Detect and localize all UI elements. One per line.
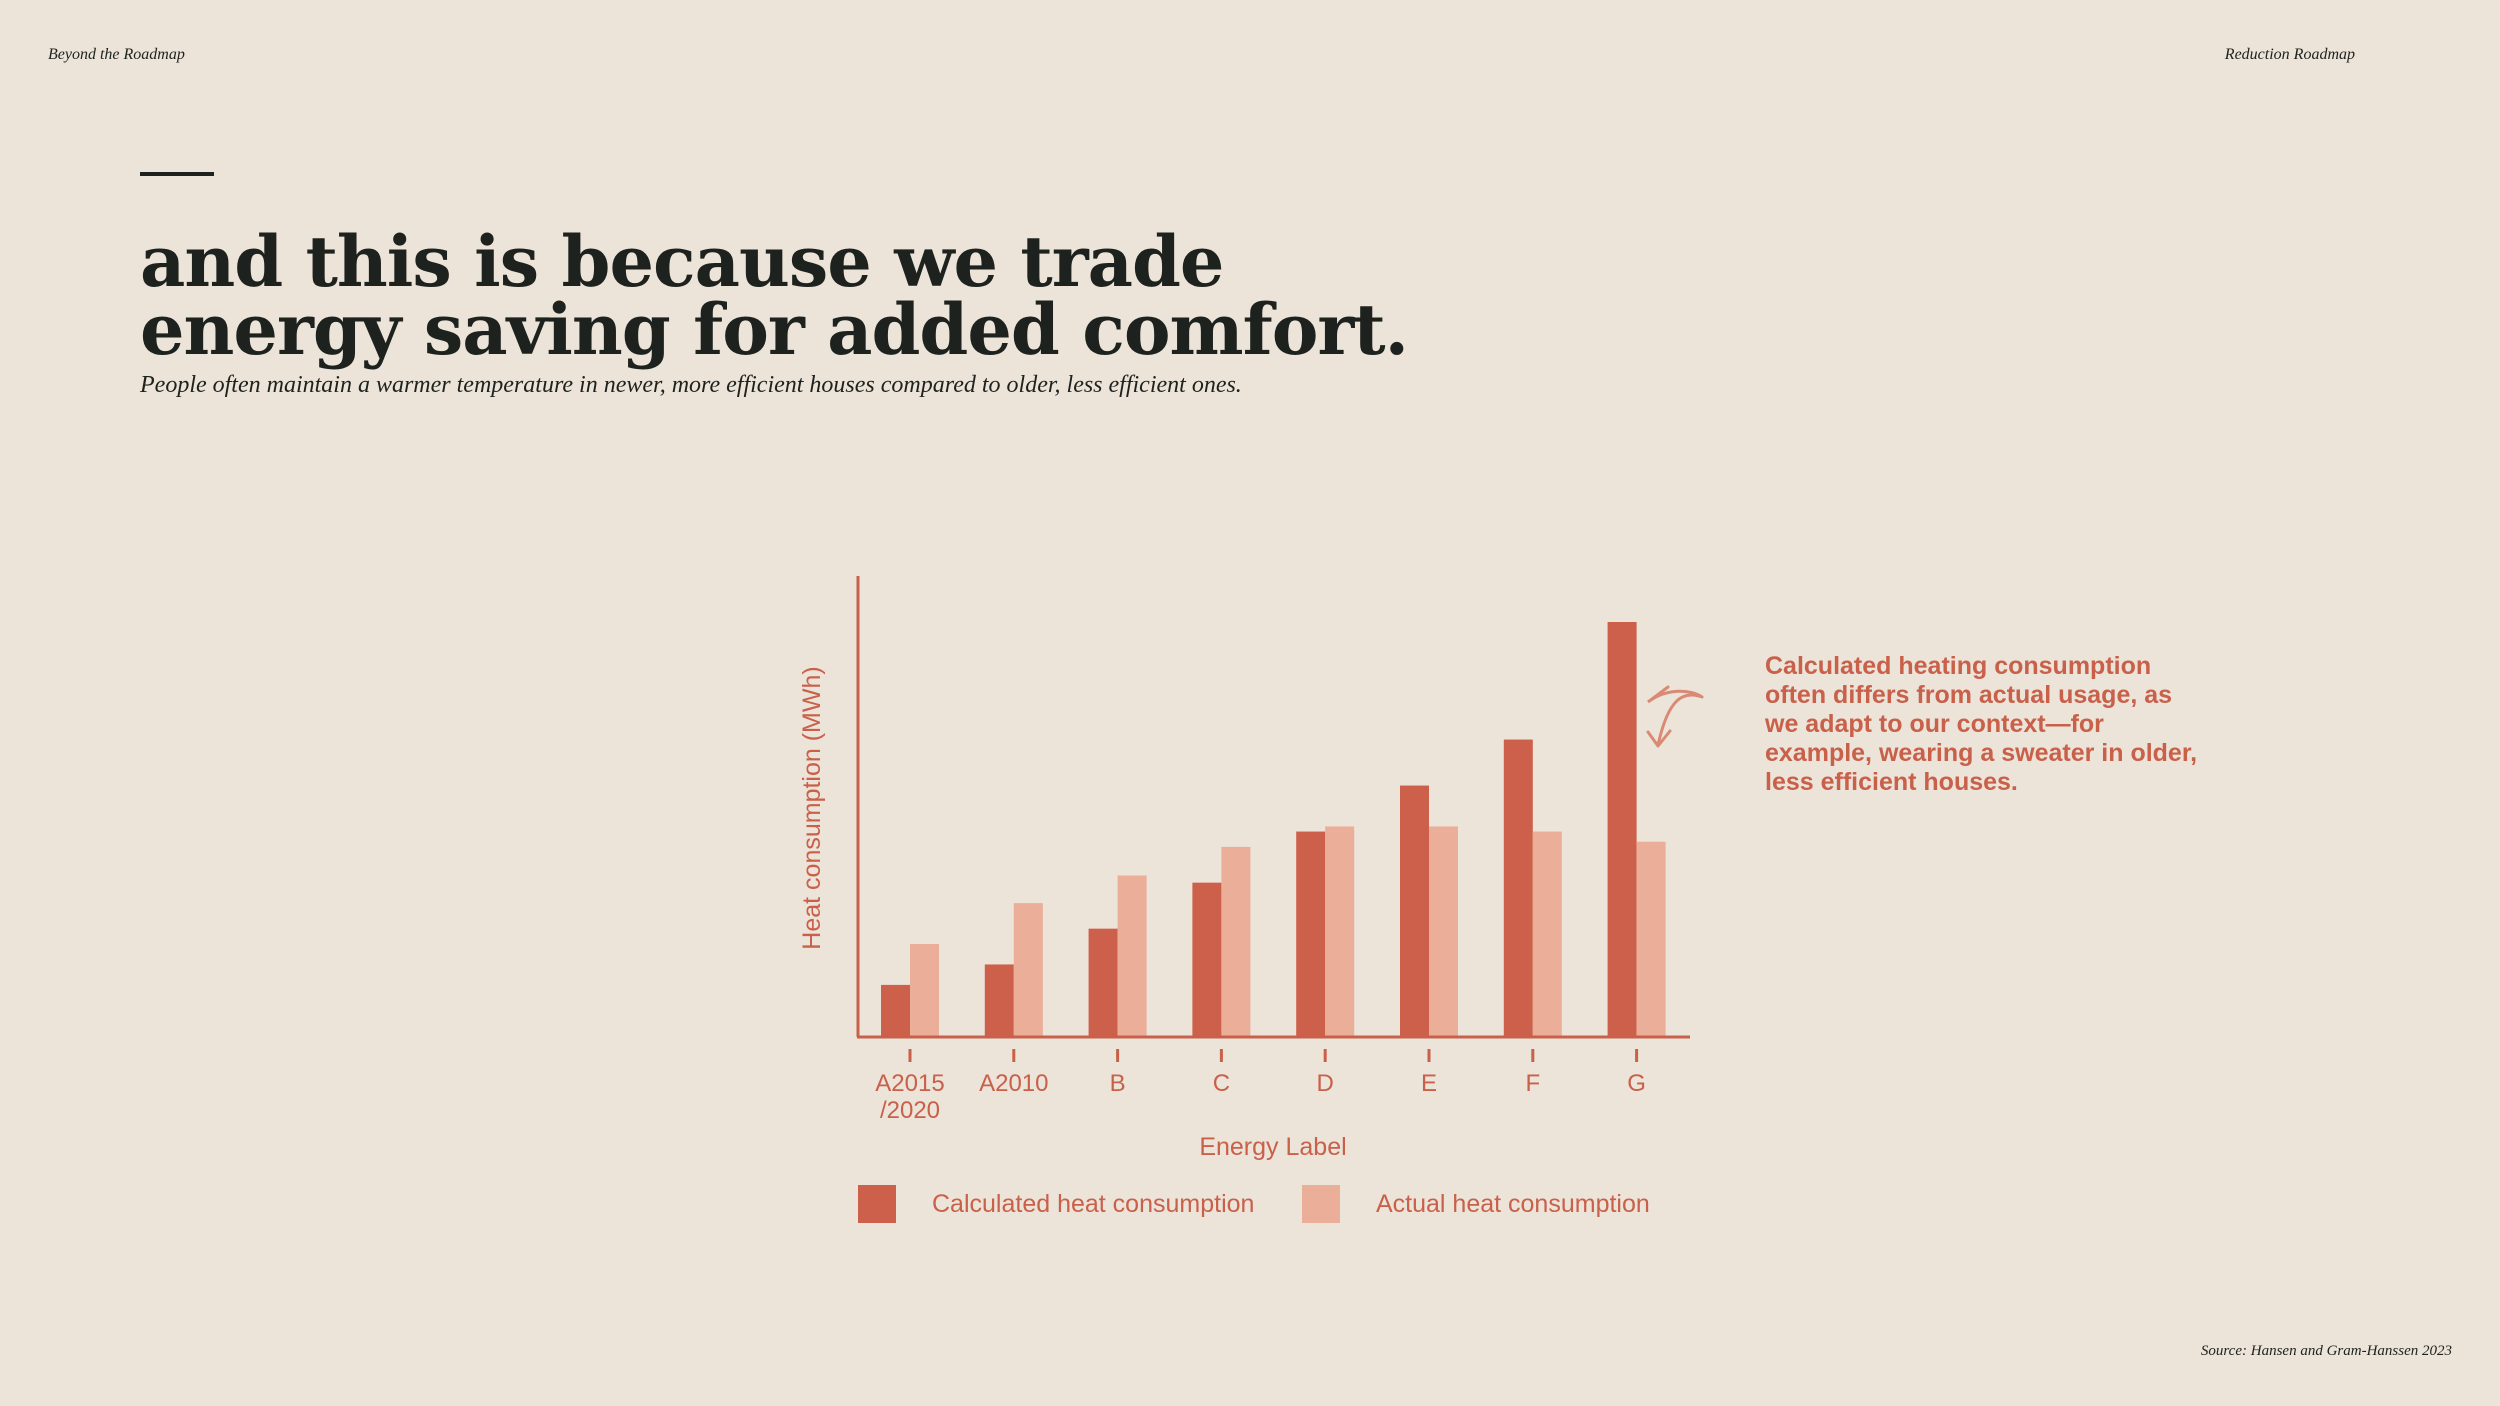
x-tick-label: G	[1627, 1070, 1646, 1097]
annotation-arrowhead	[1646, 729, 1672, 748]
bars-group	[881, 622, 1666, 1036]
x-tick-label: B	[1110, 1070, 1126, 1097]
bar-calculated-A2010	[984, 964, 1014, 1036]
bar-actual-A2010	[1013, 903, 1043, 1036]
x-ticks-group: A2015/2020 A2010 B C D E F G	[875, 1049, 1646, 1124]
header-left: Beyond the Roadmap	[48, 46, 185, 63]
legend-swatch-calculated	[858, 1185, 896, 1223]
x-tick-label: E	[1421, 1070, 1437, 1097]
bar-calculated-G	[1607, 622, 1637, 1036]
bar-calculated-E	[1400, 785, 1429, 1036]
x-tick-label: D	[1317, 1070, 1334, 1097]
chart-annotation: Calculated heating consumption often dif…	[1765, 652, 2198, 796]
source-citation: Source: Hansen and Gram-Hanssen 2023	[2200, 1343, 2452, 1359]
legend-item-actual: Actual heat consumption	[1302, 1185, 1650, 1223]
legend-item-calculated: Calculated heat consumption	[858, 1185, 1254, 1223]
bar-actual-F	[1532, 831, 1562, 1036]
legend-label-calculated: Calculated heat consumption	[932, 1189, 1255, 1218]
x-tick-label: /2020	[880, 1097, 940, 1124]
bar-calculated-C	[1192, 882, 1222, 1036]
title-rule	[140, 172, 214, 176]
x-tick-label: C	[1213, 1070, 1230, 1097]
page-subtitle: People often maintain a warmer temperatu…	[140, 372, 1242, 398]
y-axis-label: Heat consumption (MWh)	[798, 666, 826, 949]
legend-label-actual: Actual heat consumption	[1376, 1189, 1650, 1218]
bar-actual-D	[1325, 826, 1355, 1036]
bar-actual-G	[1636, 841, 1666, 1036]
x-tick-label: F	[1525, 1070, 1540, 1097]
x-tick-label: A2015	[875, 1070, 944, 1097]
page-title: and this is because we trade energy savi…	[140, 220, 1409, 371]
legend-swatch-actual	[1302, 1185, 1340, 1223]
bar-calculated-D	[1296, 831, 1326, 1036]
bar-calculated-A2015-2020	[881, 984, 910, 1036]
bar-actual-A2015-2020	[910, 944, 939, 1036]
x-tick-label: A2010	[979, 1070, 1048, 1097]
bar-actual-B	[1117, 875, 1147, 1036]
bar-actual-C	[1221, 846, 1251, 1036]
header-right: Reduction Roadmap	[2224, 46, 2355, 63]
bar-calculated-B	[1088, 928, 1118, 1036]
x-axis-label: Energy Label	[1199, 1133, 1346, 1161]
bar-actual-E	[1429, 826, 1458, 1036]
annotation-arrow	[1647, 685, 1704, 747]
bar-calculated-F	[1503, 739, 1533, 1036]
